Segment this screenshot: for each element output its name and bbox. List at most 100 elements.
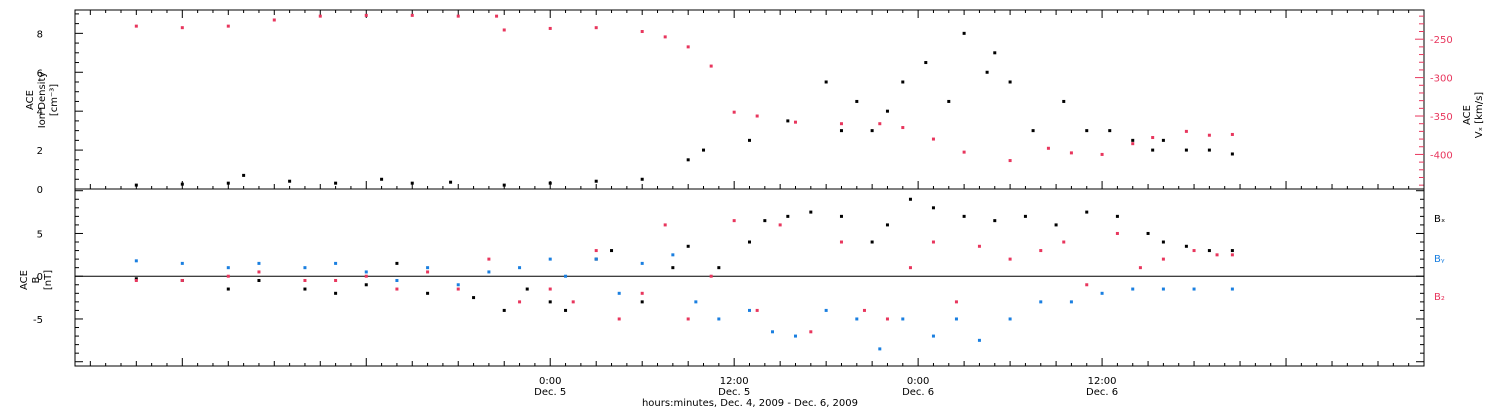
top-y2-tick-label: -350 [1430, 112, 1453, 123]
bottom-ylabel-line2: B [31, 276, 42, 283]
bx-point [993, 219, 997, 223]
bz-point [908, 266, 912, 270]
density-point [1207, 148, 1211, 152]
bx-point [671, 266, 675, 270]
top-y2label-line2: Vₓ [km/s] [1474, 92, 1485, 138]
bottom-panel-frame [74, 188, 1425, 367]
density-point [924, 61, 928, 65]
by-point [134, 259, 138, 263]
density-point [702, 148, 706, 152]
density-point [901, 80, 905, 84]
velocity-point [495, 14, 499, 18]
velocity-point [410, 13, 414, 17]
by-point [901, 317, 905, 321]
x-date-label-2: Dec. 6 [902, 387, 934, 398]
bz-point [1215, 253, 1219, 257]
bx-point [395, 261, 399, 265]
top-panel-ticks: 0 2 4 6 8 [37, 13, 83, 196]
bx-point [1085, 210, 1089, 214]
bx-point [1146, 231, 1150, 235]
density-point [985, 70, 989, 74]
bz-point [594, 249, 598, 253]
density-point [502, 183, 506, 187]
density-point [1184, 148, 1188, 152]
by-point [180, 261, 184, 265]
bx-point [502, 308, 506, 312]
bz-point [571, 300, 575, 304]
bx-point [1184, 244, 1188, 248]
velocity-point [793, 120, 797, 124]
velocity-point [548, 26, 552, 30]
bz-point [931, 240, 935, 244]
top-y-tick-label: 0 [37, 185, 43, 196]
bz-point [1192, 249, 1196, 253]
top-panel-frame [74, 9, 1425, 190]
density-point [449, 180, 453, 184]
velocity-point [1131, 142, 1135, 146]
velocity-point [1184, 129, 1188, 133]
top-ylabel: ACE Ion Density [cm⁻³] [25, 72, 60, 129]
velocity-point [1069, 151, 1073, 155]
velocity-point [1100, 152, 1104, 156]
density-point [870, 129, 874, 133]
bx-point [1023, 214, 1027, 218]
density-point [180, 182, 184, 186]
velocity-point [839, 122, 843, 126]
bz-point [487, 257, 491, 261]
density-point [748, 138, 751, 142]
bottom-panel-ticks: 5 0 -5 [33, 190, 1424, 363]
bx-point [1207, 249, 1211, 253]
by-point [671, 253, 675, 257]
bz-point [257, 270, 261, 274]
density-point [947, 99, 951, 103]
bz-point [640, 291, 644, 295]
density-point [686, 158, 690, 162]
top-y2-tick-label: -250 [1430, 35, 1453, 46]
by-point [748, 308, 751, 312]
bz-point [303, 278, 307, 282]
bx-point [908, 197, 912, 201]
bz-point [755, 308, 759, 312]
bx-point [809, 210, 813, 214]
velocity-point [878, 122, 882, 126]
bottom-ylabel: ACE B [nT] [19, 270, 54, 290]
bx-point [564, 308, 568, 312]
by-point [487, 270, 491, 274]
by-point [1131, 287, 1135, 291]
by-point [1192, 287, 1196, 291]
bottom-y-tick-label: 5 [37, 229, 43, 240]
top-y-tick-label: 2 [37, 146, 43, 157]
bz-point [1039, 249, 1043, 253]
top-y2-tick-label: -300 [1430, 74, 1453, 85]
bx-point [1054, 223, 1058, 227]
bz-point [1230, 253, 1234, 257]
density-point [824, 80, 828, 84]
bz-point [617, 317, 621, 321]
density-point [993, 51, 997, 55]
bz-point [518, 300, 522, 304]
x-time-label-0: 0:00 [539, 376, 561, 387]
by-point [770, 330, 774, 334]
bx-point [1161, 240, 1165, 244]
top-y-tick-label: 4 [37, 107, 43, 118]
velocity-point [318, 14, 322, 18]
bz-point [334, 278, 338, 282]
bz-point [1062, 240, 1066, 244]
bx-point [257, 278, 261, 282]
density-point [885, 109, 889, 113]
density-point [1108, 129, 1112, 133]
bz-point [226, 274, 230, 278]
density-point [334, 181, 338, 185]
by-point [1039, 300, 1043, 304]
x-time-label-2: 0:00 [907, 376, 929, 387]
by-point [1161, 287, 1165, 291]
velocity-point [456, 14, 460, 18]
by-point [334, 261, 338, 265]
x-date-label-3: Dec. 6 [1086, 387, 1118, 398]
bx-point [748, 240, 751, 244]
velocity-point [686, 45, 690, 49]
density-point [1151, 148, 1155, 152]
density-point [1230, 152, 1234, 156]
bx-point [134, 277, 138, 281]
